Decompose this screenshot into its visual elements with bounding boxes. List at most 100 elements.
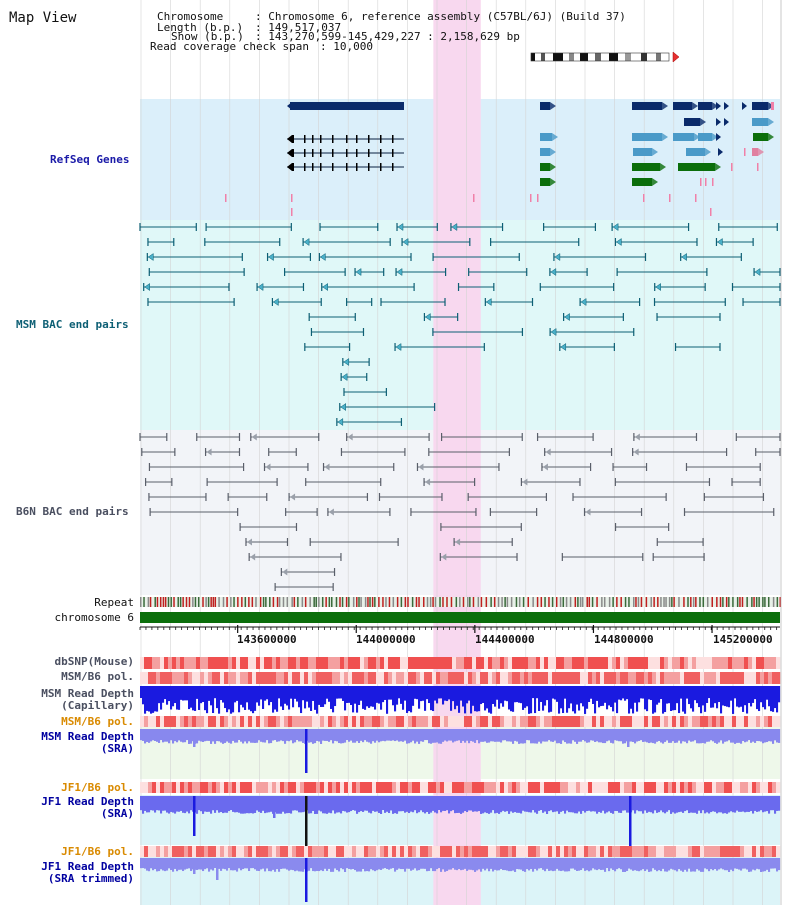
track-label-msm-bac[interactable]: MSM BAC end pairs <box>16 318 129 331</box>
jf1-trim-depth-bar <box>606 858 609 869</box>
msm-capillary-depth-bar <box>420 686 423 702</box>
jf1-b6-pol2-heat-cell <box>404 846 409 857</box>
msm-sra-depth-bar <box>398 729 401 742</box>
dbsnp-heat-cell <box>264 657 269 669</box>
jf1-b6-pol-heat-cell <box>432 782 437 793</box>
jf1-b6-pol-heat-cell <box>508 782 513 793</box>
msm-b6-pol-heat-cell <box>696 672 701 684</box>
dbsnp-heat-cell <box>180 657 185 669</box>
dbsnp-heat-cell <box>556 657 561 669</box>
msm-sra-depth-bar <box>470 729 473 741</box>
jf1-sra-depth-bar <box>398 796 401 812</box>
dbsnp-heat-cell <box>316 657 321 669</box>
msm-capillary-depth-bar <box>276 686 279 712</box>
jf1-b6-pol2-heat-cell <box>236 846 241 857</box>
jf1-b6-pol-heat-cell <box>308 782 313 793</box>
jf1-trim-depth-bar <box>378 858 381 870</box>
msm-sra-depth-bar <box>512 729 515 744</box>
jf1-b6-pol2-heat-cell <box>760 846 765 857</box>
jf1-b6-pol-heat-cell <box>316 782 321 793</box>
repeat-element <box>304 597 307 607</box>
msm-capillary-depth-bar <box>408 686 411 712</box>
msm-capillary-depth-bar <box>538 686 541 712</box>
jf1-b6-pol2-heat-cell <box>552 846 557 857</box>
msm-capillary-depth-bar <box>634 686 637 703</box>
msm-b6-pol-heat-cell <box>416 672 421 684</box>
repeat-element <box>650 597 652 607</box>
jf1-b6-pol2-heat-cell <box>740 846 745 857</box>
dbsnp-heat-cell <box>608 657 613 669</box>
msm-sra-depth-bar <box>464 729 467 743</box>
jf1-trim-depth-bar <box>260 858 263 870</box>
jf1-sra-depth-bar <box>160 796 163 814</box>
jf1-b6-pol-heat-cell <box>400 782 405 793</box>
msm-capillary-depth-bar <box>584 686 587 714</box>
jf1-b6-pol-heat-cell <box>504 782 509 793</box>
repeat-element <box>725 597 728 607</box>
dbsnp-heat-cell <box>660 657 665 669</box>
msm-bac-arrow <box>319 253 326 261</box>
msm-b6-pol-heat-cell <box>316 672 321 684</box>
track-label-refseq[interactable]: RefSeq Genes <box>50 153 130 166</box>
ideogram-band <box>631 53 641 61</box>
msm-capillary-depth-bar <box>386 686 389 714</box>
track-label-b6n-bac[interactable]: B6N BAC end pairs <box>16 505 129 518</box>
jf1-sra-depth-bar <box>672 796 675 813</box>
jf1-trim-depth-bar <box>584 858 587 871</box>
jf1-trim-depth-bar <box>682 858 685 872</box>
msm-sra-depth-bar <box>660 729 663 743</box>
msm-b6-pol-heat-cell <box>732 672 737 684</box>
msm-sra-depth-bar <box>174 729 177 742</box>
dbsnp-heat-cell <box>360 657 365 669</box>
msm-b6-pol2-heat-cell <box>180 716 185 727</box>
dbsnp-heat-cell <box>568 657 573 669</box>
repeat-element <box>687 597 689 607</box>
msm-capillary-depth-bar <box>444 686 447 701</box>
jf1-sra-depth-bar <box>284 796 287 814</box>
jf1-trim-depth-bar <box>386 858 389 869</box>
msm-b6-pol2-heat-cell <box>376 716 381 727</box>
dbsnp-heat-cell <box>724 657 729 669</box>
msm-b6-pol-heat-cell <box>408 672 413 684</box>
gene-block <box>753 133 768 141</box>
jf1-b6-pol-heat-cell <box>168 782 173 793</box>
jf1-sra-depth-bar <box>450 796 453 812</box>
repeat-element <box>624 597 627 607</box>
repeat-element <box>156 597 159 607</box>
jf1-trim-depth-bar <box>490 858 493 869</box>
msm-b6-pol2-heat-cell <box>712 716 717 727</box>
jf1-b6-pol-heat-cell <box>536 782 541 793</box>
msm-capillary-depth-bar <box>272 686 275 713</box>
gene-block <box>540 148 550 156</box>
jf1-sra-depth-bar <box>382 796 385 811</box>
jf1-b6-pol-heat-cell <box>312 782 317 793</box>
repeat-element <box>640 597 643 607</box>
ideogram-band <box>588 53 595 61</box>
jf1-sra-depth-bar <box>330 796 333 814</box>
jf1-trim-depth-bar <box>748 858 751 872</box>
gene-strand-arrow <box>700 118 706 126</box>
msm-sra-depth-bar <box>158 729 161 743</box>
msm-sra-depth-bar <box>262 729 265 743</box>
msm-capillary-depth-bar <box>616 686 619 714</box>
msm-sra-depth-bar <box>580 729 583 742</box>
repeat-element <box>418 597 420 607</box>
dbsnp-heat-cell <box>480 657 485 669</box>
jf1-b6-pol2-heat-cell <box>652 846 657 857</box>
jf1-b6-pol-heat-cell <box>768 782 773 793</box>
msm-capillary-depth-bar <box>680 686 683 699</box>
jf1-sra-depth-bar <box>624 796 627 811</box>
jf1-b6-pol2-heat-cell <box>656 846 661 857</box>
jf1-sra-depth-bar <box>452 796 455 811</box>
jf1-trim-depth-bar <box>478 858 481 870</box>
repeat-element <box>222 597 225 607</box>
jf1-sra-depth-bar <box>692 796 695 813</box>
dbsnp-heat-cell <box>672 657 677 669</box>
track-label-jf1-b6-pol-1: JF1/B6 pol. <box>61 781 134 794</box>
jf1-sra-depth-bar <box>760 796 763 811</box>
msm-b6-pol2-heat-cell <box>332 716 337 727</box>
msm-bac-arrow <box>615 238 622 246</box>
jf1-b6-pol-heat-cell <box>280 782 285 793</box>
jf1-sra-depth-bar <box>164 796 167 811</box>
